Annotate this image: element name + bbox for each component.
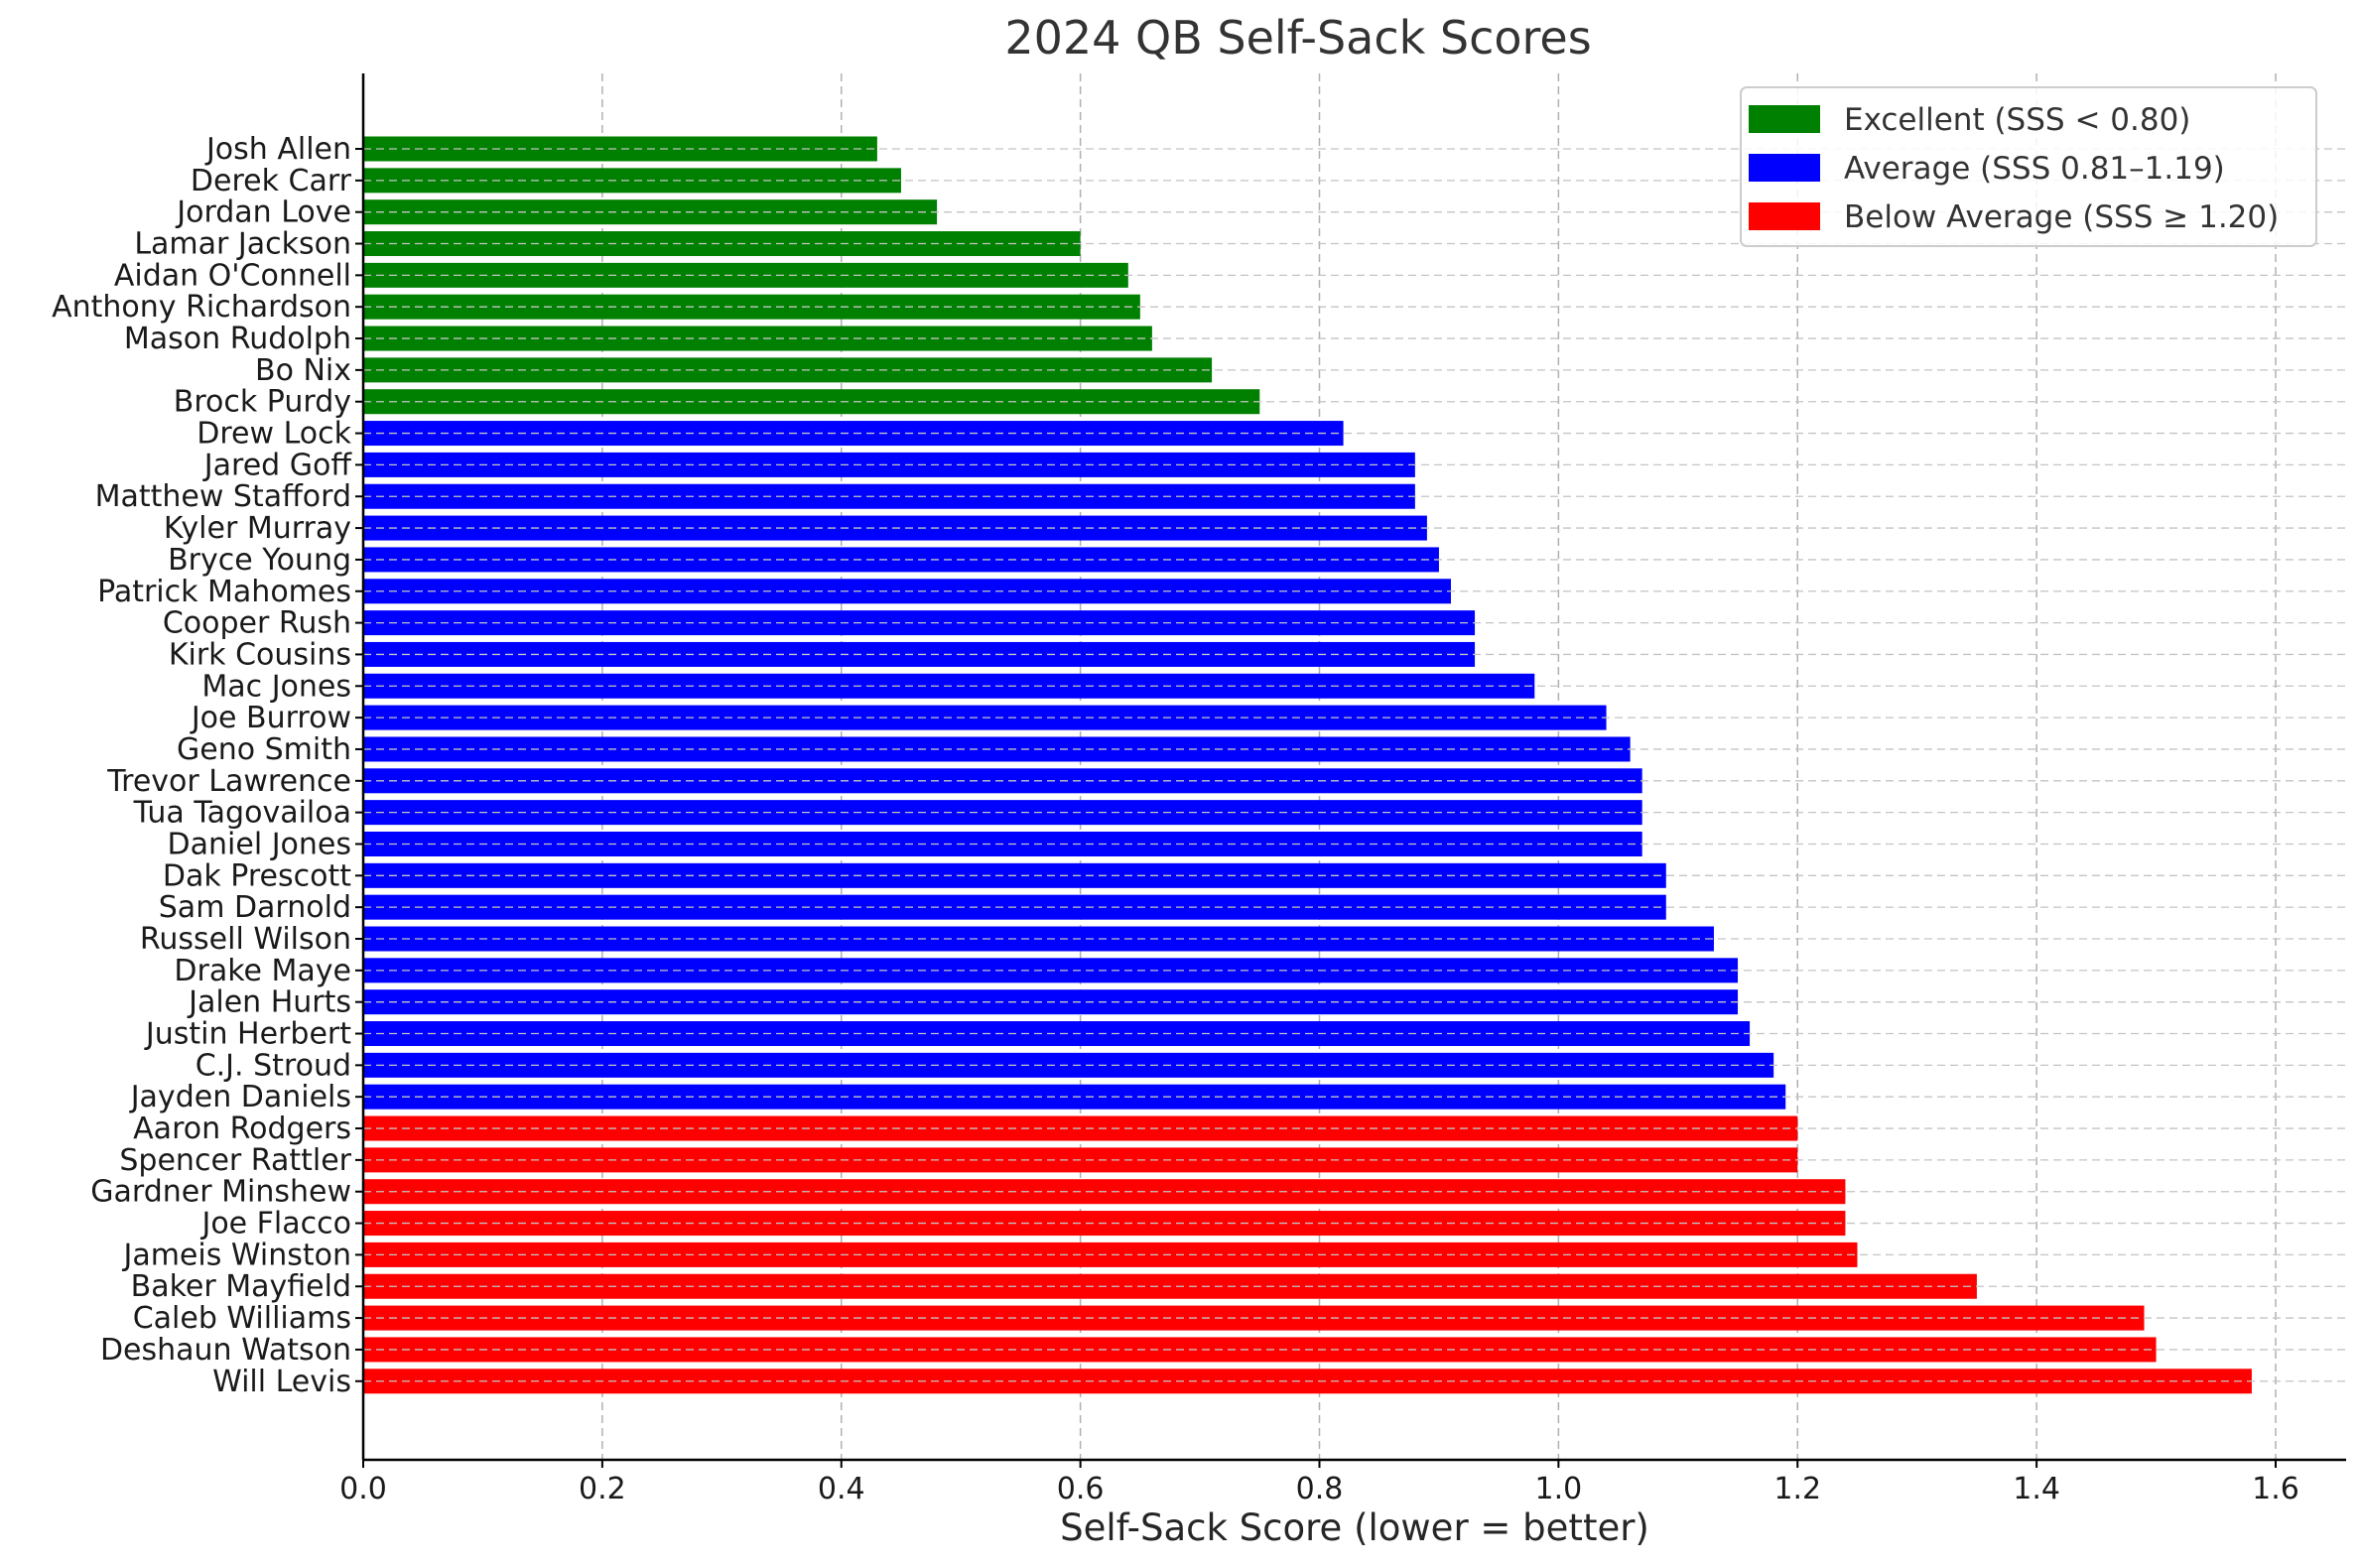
legend-label: Average (SSS 0.81–1.19): [1844, 151, 2225, 187]
x-tick-label: 1.2: [1773, 1472, 1821, 1506]
y-tick-label: Caleb Williams: [133, 1301, 351, 1336]
bar: [363, 168, 901, 194]
y-tick-label: Jayden Daniels: [129, 1080, 351, 1114]
y-tick-label: Brock Purdy: [174, 385, 351, 420]
y-tick-label: Daniel Jones: [168, 827, 351, 861]
x-tick-label: 0.0: [339, 1472, 387, 1506]
y-tick-label: Bryce Young: [168, 543, 351, 578]
y-tick-label: Drake Maye: [174, 954, 351, 988]
y-tick-label: Gardner Minshew: [90, 1175, 351, 1210]
legend-swatch: [1749, 105, 1820, 133]
y-tick-label: Jameis Winston: [121, 1238, 351, 1272]
x-tick-label: 0.8: [1296, 1472, 1344, 1506]
y-tick-label: Joe Burrow: [190, 701, 351, 735]
x-tick-label: 0.4: [818, 1472, 865, 1506]
y-tick-label: Sam Darnold: [159, 890, 351, 925]
y-tick-label: Justin Herbert: [144, 1017, 351, 1052]
y-tick-label: Kyler Murray: [164, 511, 351, 546]
y-tick-label: Tua Tagovailoa: [133, 796, 351, 831]
y-tick-label: Joe Flacco: [199, 1207, 351, 1241]
legend-label: Excellent (SSS < 0.80): [1844, 102, 2190, 138]
y-tick-label: Anthony Richardson: [52, 290, 351, 325]
y-tick-label: Drew Lock: [197, 417, 351, 452]
y-tick-label: Matthew Stafford: [95, 479, 351, 514]
y-tick-label: Aaron Rodgers: [133, 1111, 351, 1146]
y-tick-label: Mason Rudolph: [124, 322, 351, 356]
y-tick-label: Baker Mayfield: [131, 1269, 351, 1304]
legend-frame: [1740, 86, 2317, 247]
legend-swatch: [1749, 202, 1820, 230]
chart-title: 2024 QB Self-Sack Scores: [1004, 11, 1591, 65]
y-tick-label: Russell Wilson: [140, 922, 351, 957]
y-tick-label: Josh Allen: [204, 132, 351, 167]
y-tick-label: Patrick Mahomes: [97, 575, 351, 609]
y-tick-label: Bo Nix: [255, 353, 351, 388]
y-tick-label: Lamar Jackson: [134, 227, 351, 262]
x-tick-label: 0.2: [579, 1472, 626, 1506]
y-tick-label: Mac Jones: [201, 669, 351, 704]
y-tick-label: Will Levis: [212, 1365, 351, 1399]
legend-label: Below Average (SSS ≥ 1.20): [1844, 199, 2279, 235]
legend-swatch: [1749, 154, 1820, 182]
y-tick-label: Aidan O'Connell: [114, 258, 351, 293]
y-tick-label: Deshaun Watson: [100, 1333, 351, 1368]
bar-layer: [363, 136, 2252, 1394]
x-tick-label: 1.4: [2013, 1472, 2060, 1506]
y-tick-label: Dak Prescott: [163, 858, 351, 893]
y-tick-label: Geno Smith: [177, 732, 351, 767]
y-tick-label: Cooper Rush: [163, 606, 351, 641]
y-tick-label: Jalen Hurts: [187, 985, 351, 1020]
bar: [363, 357, 1213, 383]
legend: Excellent (SSS < 0.80) Average (SSS 0.81–…: [1740, 86, 2317, 247]
y-tick-label: Jordan Love: [175, 196, 351, 230]
y-tick-label: Derek Carr: [191, 164, 352, 198]
x-tick-label: 0.6: [1057, 1472, 1105, 1506]
x-axis-ticks: 0.0 0.2 0.4 0.6 0.8 1.0 1.2 1.4 1.6: [339, 1460, 2299, 1506]
bar: [363, 136, 877, 162]
x-tick-label: 1.6: [2252, 1472, 2299, 1506]
y-tick-label: Trevor Lawrence: [106, 764, 351, 799]
y-tick-label: Jared Goff: [202, 448, 353, 482]
y-tick-label: Spencer Rattler: [119, 1143, 351, 1178]
y-tick-label: C.J. Stroud: [196, 1048, 351, 1083]
x-axis-label: Self-Sack Score (lower = better): [1060, 1506, 1649, 1549]
y-tick-label: Kirk Cousins: [169, 637, 351, 672]
x-tick-label: 1.0: [1535, 1472, 1583, 1506]
